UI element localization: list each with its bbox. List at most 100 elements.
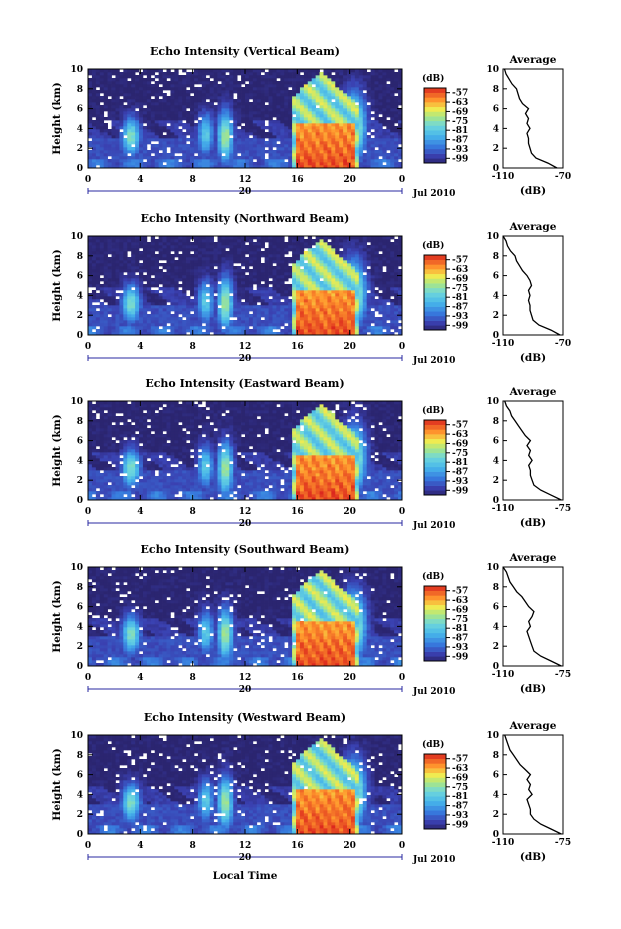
heatmap-cell <box>166 96 171 100</box>
heatmap-cell <box>280 281 285 285</box>
heatmap-cell <box>209 317 214 321</box>
heatmap-cell <box>131 81 136 85</box>
heatmap-cell <box>154 266 159 270</box>
heatmap-cell <box>343 248 348 252</box>
heatmap-cell <box>241 102 246 106</box>
heatmap-cell <box>303 153 309 157</box>
heatmap-cell <box>201 236 207 240</box>
heatmap-cell <box>142 165 148 169</box>
heatmap-cell <box>209 275 214 279</box>
heatmap-cell <box>217 108 222 112</box>
heatmap-cell <box>268 326 273 330</box>
heatmap-cell <box>166 153 171 157</box>
heatmap-cell <box>237 132 242 136</box>
heatmap-cell <box>127 242 132 246</box>
heatmap-cell <box>335 260 340 264</box>
heatmap-cell <box>280 147 285 151</box>
heatmap-cell <box>150 329 156 333</box>
heatmap-cell <box>347 272 352 276</box>
heatmap-cell <box>307 78 313 82</box>
heatmap-cell <box>131 320 136 324</box>
heatmap-cell <box>119 311 124 315</box>
heatmap-cell <box>303 281 309 285</box>
heatmap-cell <box>142 254 148 258</box>
heatmap-cell <box>394 105 399 109</box>
heatmap-cell <box>123 263 128 267</box>
heatmap-cell <box>284 278 289 282</box>
heatmap-cell <box>111 248 116 252</box>
heatmap-cell <box>315 287 320 291</box>
heatmap-cell <box>398 165 403 169</box>
heatmap-cell <box>217 117 222 121</box>
heatmap-cell <box>88 81 93 85</box>
heatmap-cell <box>276 251 281 255</box>
heatmap-cell <box>248 287 254 291</box>
heatmap-cell <box>221 90 226 94</box>
heatmap-cell <box>260 96 265 100</box>
heatmap-cell <box>386 242 391 246</box>
heatmap-cell <box>99 272 105 276</box>
heatmap-cell <box>366 72 371 76</box>
heatmap-cell <box>154 326 159 330</box>
heatmap-cell <box>260 305 265 309</box>
heatmap-cell <box>347 81 352 85</box>
heatmap-cell <box>315 296 320 300</box>
heatmap-cell <box>123 308 128 312</box>
heatmap-cell <box>193 329 199 333</box>
heatmap-cell <box>245 156 250 160</box>
heatmap-cell <box>91 147 97 151</box>
heatmap-cell <box>190 117 195 121</box>
heatmap-cell <box>205 132 211 136</box>
heatmap-cell <box>174 272 179 276</box>
heatmap-cell <box>327 150 332 154</box>
heatmap-cell <box>213 162 218 166</box>
heatmap-cell <box>158 165 163 169</box>
heatmap-cell <box>315 123 320 127</box>
heatmap-cell <box>186 251 191 255</box>
heatmap-cell <box>252 132 258 136</box>
heatmap-cell <box>186 81 191 85</box>
heatmap-cell <box>170 144 175 148</box>
heatmap-cell <box>370 105 375 109</box>
heatmap-cell <box>358 132 364 136</box>
heatmap-cell <box>280 311 285 315</box>
heatmap-cell <box>252 126 258 130</box>
heatmap-cell <box>343 72 348 76</box>
heatmap-cell <box>103 329 108 333</box>
heatmap-cell <box>162 263 167 267</box>
heatmap-cell <box>186 132 191 136</box>
heatmap-cell <box>299 263 305 267</box>
heatmap-cell <box>256 126 262 130</box>
heatmap-cell <box>284 126 289 130</box>
heatmap-cell <box>311 108 316 112</box>
heatmap-cell <box>350 132 356 136</box>
heatmap-cell <box>378 302 383 306</box>
heatmap-cell <box>307 165 313 169</box>
heatmap-cell <box>190 281 195 285</box>
heatmap-cell <box>386 153 391 157</box>
heatmap-cell <box>170 248 175 252</box>
panel-title: Echo Intensity (Vertical Beam) <box>150 45 340 58</box>
heatmap-cell <box>237 302 242 306</box>
heatmap-cell <box>88 144 93 148</box>
heatmap-cell <box>146 93 152 97</box>
heatmap-cell <box>327 284 332 288</box>
heatmap-cell <box>193 159 199 163</box>
heatmap-cell <box>339 263 344 267</box>
heatmap-cell <box>358 263 364 267</box>
heatmap-cell <box>111 144 116 148</box>
heatmap-cell <box>256 141 262 145</box>
heatmap-cell <box>284 332 289 336</box>
heatmap-cell <box>178 75 183 79</box>
heatmap-cell <box>91 78 97 82</box>
heatmap-cell <box>292 93 297 97</box>
heatmap-cell <box>142 299 148 303</box>
heatmap-cell <box>127 332 132 336</box>
heatmap-cell <box>323 81 328 85</box>
heatmap-cell <box>331 120 336 124</box>
heatmap-cell <box>343 153 348 157</box>
heatmap-cell <box>174 75 179 79</box>
heatmap-cell <box>284 153 289 157</box>
heatmap-cell <box>284 132 289 136</box>
heatmap-cell <box>162 296 167 300</box>
